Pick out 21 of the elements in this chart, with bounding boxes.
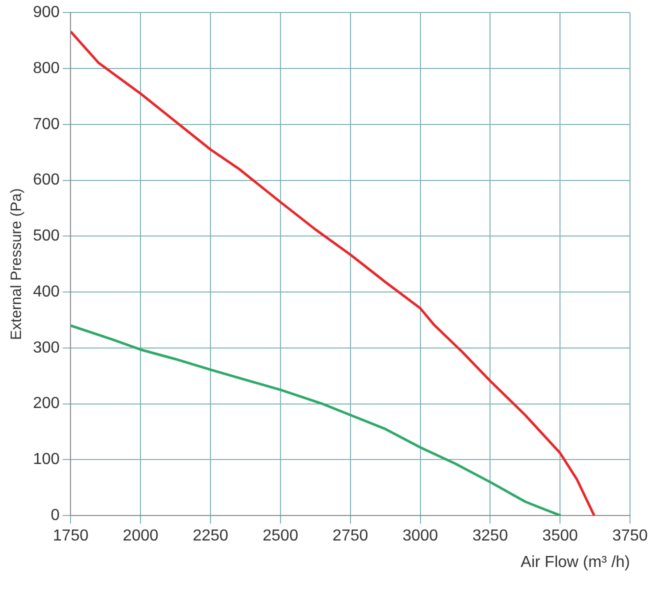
x-tick-label: 2250 — [192, 528, 228, 545]
y-tick-label: 700 — [32, 116, 60, 133]
y-tick-label: 0 — [50, 507, 60, 524]
x-tick-label: 2500 — [262, 528, 298, 545]
y-tick-label: 200 — [32, 395, 60, 412]
x-tick-label: 3000 — [402, 528, 438, 545]
y-tick-label: 500 — [32, 228, 60, 245]
x-tick-label: 3500 — [542, 528, 578, 545]
x-tick-label: 3250 — [472, 528, 508, 545]
x-tick-label: 3750 — [612, 528, 648, 545]
y-tick-label: 900 — [32, 4, 60, 22]
x-tick-label: 1750 — [52, 528, 89, 545]
y-tick-label: 400 — [32, 283, 60, 300]
y-tick-label: 100 — [32, 451, 60, 468]
x-axis-title: Air Flow (m³ /h) — [520, 554, 630, 571]
x-tick-label: 2000 — [122, 528, 159, 545]
y-axis-title: External Pressure (Pa) — [8, 188, 26, 340]
y-tick-label: 800 — [32, 60, 60, 77]
x-tick-label: 2750 — [332, 528, 368, 545]
y-tick-label: 600 — [32, 172, 60, 189]
y-tick-label: 300 — [32, 339, 60, 356]
